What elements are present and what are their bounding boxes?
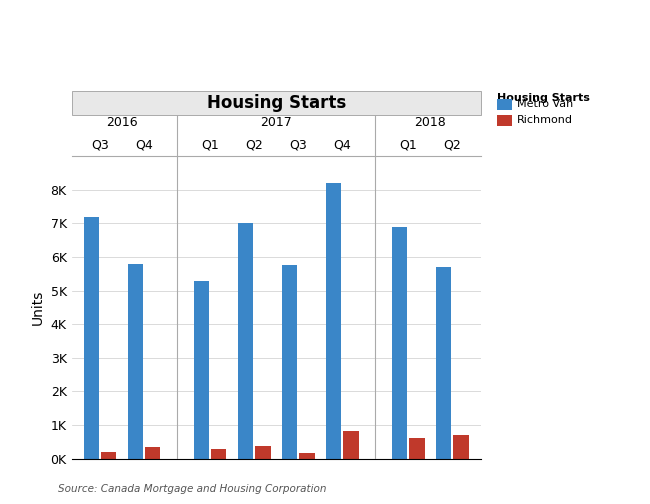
Text: Housing Starts: Housing Starts	[207, 94, 346, 112]
Text: Q2: Q2	[245, 138, 263, 151]
Bar	[255, 446, 270, 459]
Bar	[436, 267, 452, 459]
Text: Source: Canada Mortgage and Housing Corporation: Source: Canada Mortgage and Housing Corp…	[58, 484, 327, 494]
Text: Q1: Q1	[400, 138, 417, 151]
Bar	[343, 431, 359, 459]
Bar	[128, 264, 143, 459]
Text: Housing Starts: Housing Starts	[497, 93, 590, 103]
Bar	[392, 227, 408, 459]
Bar	[238, 223, 254, 459]
Bar	[101, 452, 116, 459]
Text: Q1: Q1	[202, 138, 219, 151]
Bar	[211, 449, 226, 459]
Text: Q3: Q3	[91, 138, 109, 151]
Bar	[299, 453, 315, 459]
Text: Metro Van: Metro Van	[517, 99, 573, 109]
Text: Q4: Q4	[333, 138, 351, 151]
Bar	[194, 281, 209, 459]
Text: Richmond: Richmond	[517, 115, 573, 125]
Bar	[84, 217, 99, 459]
Text: 2017: 2017	[261, 115, 292, 129]
Text: Q4: Q4	[135, 138, 153, 151]
Y-axis label: Units: Units	[31, 290, 45, 325]
Text: 2016: 2016	[107, 115, 138, 129]
Text: 2018: 2018	[415, 115, 447, 129]
Bar	[326, 183, 341, 459]
Text: Q3: Q3	[289, 138, 307, 151]
Bar	[410, 438, 424, 459]
Bar	[453, 435, 469, 459]
Bar	[282, 266, 298, 459]
Bar	[145, 447, 161, 459]
Text: Q2: Q2	[443, 138, 461, 151]
